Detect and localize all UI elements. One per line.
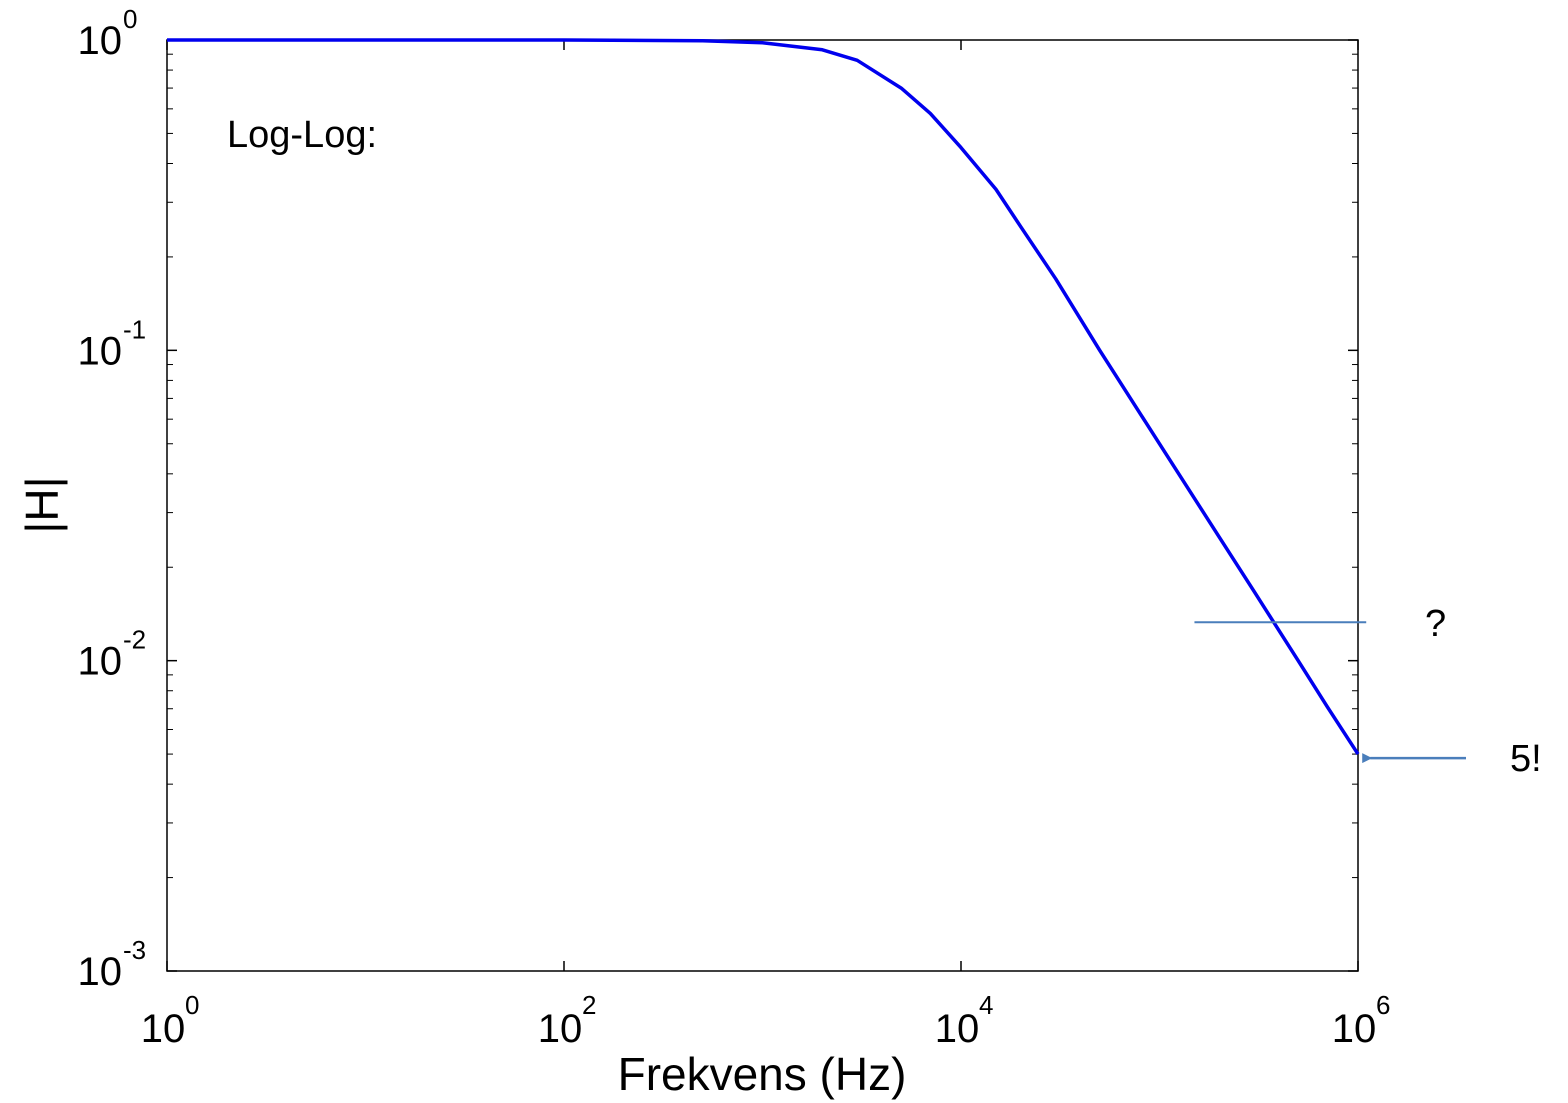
chart-annotation-title: Log-Log: (227, 114, 377, 156)
x-axis-title: Frekvens (Hz) (618, 1048, 907, 1100)
x-tick-label: 104 (935, 990, 994, 1051)
y-axis-title: |H| (16, 476, 68, 533)
x-tick-exponent: 4 (979, 990, 993, 1020)
x-tick-label: 102 (538, 990, 597, 1051)
annotation-layer (1194, 621, 1466, 764)
y-tick-label: 10 -2 (78, 625, 147, 684)
y-tick-label: 10 0 (78, 4, 138, 63)
x-tick-base: 10 (935, 1007, 980, 1051)
minor-ticks (167, 53, 1358, 879)
x-tick-exponent: 2 (582, 990, 596, 1020)
y-tick-exponent: -2 (123, 625, 146, 655)
x-tick-base: 10 (538, 1007, 583, 1051)
y-tick-exponent: -1 (123, 314, 146, 344)
endpoint-label: 5! (1510, 738, 1542, 780)
x-tick-base: 10 (141, 1007, 186, 1051)
series-line (167, 38, 1360, 756)
x-tick-exponent: 6 (1376, 990, 1390, 1020)
series-layer (167, 38, 1360, 756)
y-tick-label: 10 -3 (78, 935, 147, 994)
x-tick-label: 100 (141, 990, 200, 1051)
y-tick-base: 10 (78, 950, 123, 994)
x-tick-exponent: 0 (185, 990, 199, 1020)
y-tick-exponent: 0 (123, 4, 137, 34)
y-tick-base: 10 (78, 19, 123, 63)
x-tick-label: 106 (1332, 990, 1391, 1051)
y-tick-base: 10 (78, 329, 123, 373)
question-label: ? (1425, 603, 1446, 645)
y-tick-exponent: -3 (123, 935, 146, 965)
plot-frame (166, 39, 1359, 972)
major-ticks (166, 39, 1359, 972)
y-tick-base: 10 (78, 640, 123, 684)
y-tick-label: 10 -1 (78, 314, 147, 373)
x-tick-base: 10 (1332, 1007, 1377, 1051)
